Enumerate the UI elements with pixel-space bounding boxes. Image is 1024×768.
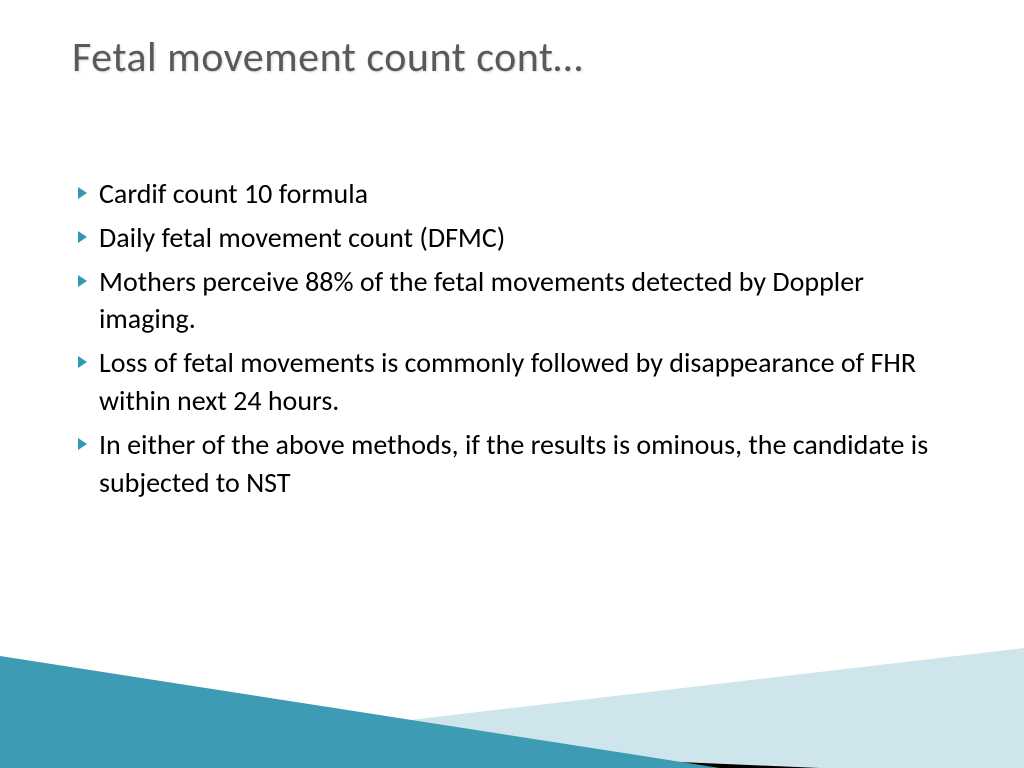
list-item: In either of the above methods, if the r… — [78, 426, 964, 502]
bullet-text: Mothers perceive 88% of the fetal moveme… — [99, 263, 964, 339]
list-item: Loss of fetal movements is commonly foll… — [78, 344, 964, 420]
bullet-text: Daily fetal movement count (DFMC) — [99, 219, 964, 257]
bullet-icon — [78, 187, 87, 199]
list-item: Mothers perceive 88% of the fetal moveme… — [78, 263, 964, 339]
list-item: Daily fetal movement count (DFMC) — [78, 219, 964, 257]
decoration-light-triangle — [0, 648, 1024, 768]
slide-decoration — [0, 588, 1024, 768]
decoration-black-triangle — [0, 733, 820, 768]
bullet-text: Loss of fetal movements is commonly foll… — [99, 344, 964, 420]
list-item: Cardif count 10 formula — [78, 175, 964, 213]
bullet-icon — [78, 438, 87, 450]
bullet-icon — [78, 275, 87, 287]
slide-title: Fetal movement count cont… — [72, 32, 583, 83]
bullet-text: Cardif count 10 formula — [99, 175, 964, 213]
decoration-teal-triangle — [0, 656, 720, 768]
bullet-text: In either of the above methods, if the r… — [99, 426, 964, 502]
bullet-list: Cardif count 10 formula Daily fetal move… — [78, 175, 964, 507]
bullet-icon — [78, 231, 87, 243]
bullet-icon — [78, 356, 87, 368]
